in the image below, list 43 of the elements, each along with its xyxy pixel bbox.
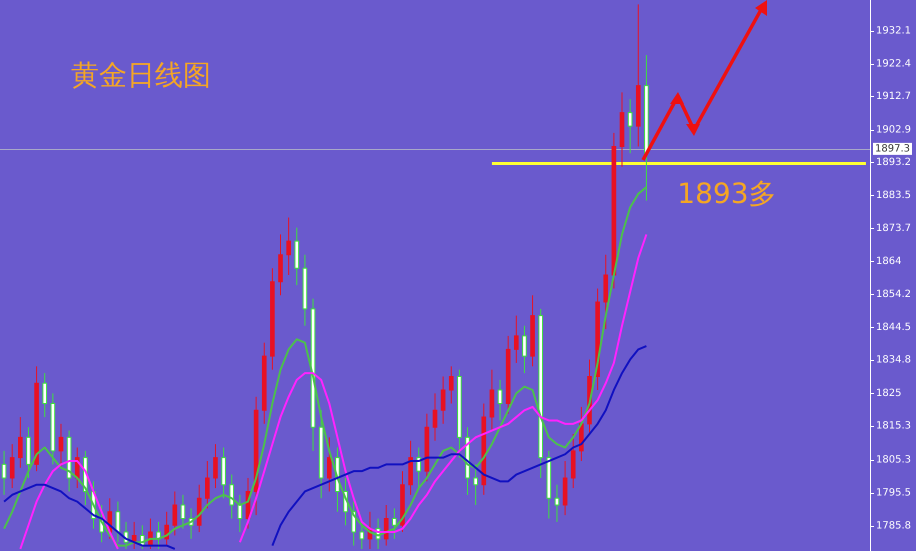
candlestick bbox=[628, 98, 632, 154]
candlestick bbox=[172, 490, 178, 536]
candlestick bbox=[238, 494, 242, 533]
ref-line-label: 1897.3 bbox=[875, 143, 910, 154]
y-tick-label: 1834.8 bbox=[876, 354, 911, 366]
candlestick bbox=[286, 216, 291, 276]
candlestick bbox=[392, 508, 397, 540]
candlestick bbox=[522, 325, 527, 374]
candlestick bbox=[326, 436, 332, 492]
y-tick-label: 1912.7 bbox=[876, 91, 911, 102]
y-tick-label: 1922.4 bbox=[876, 58, 911, 70]
candlestick bbox=[514, 315, 519, 364]
candlestick bbox=[2, 450, 6, 496]
text: 黄金日线图 bbox=[71, 58, 211, 92]
y-tick-label: 1854.2 bbox=[876, 289, 911, 300]
y-tick-label: 1902.9 bbox=[876, 124, 911, 136]
candlestick bbox=[448, 366, 454, 404]
candlestick bbox=[10, 444, 15, 489]
candlestick bbox=[498, 379, 502, 421]
y-tick-label: 1805.3 bbox=[876, 454, 911, 466]
y-tick-label: 1844.5 bbox=[876, 322, 911, 333]
y-tick-label: 1785.8 bbox=[876, 520, 911, 532]
candlestick bbox=[180, 494, 186, 530]
candlestick bbox=[18, 416, 23, 468]
candlestick bbox=[473, 464, 478, 506]
candlestick bbox=[213, 444, 218, 489]
candlestick bbox=[58, 423, 64, 468]
candlestick bbox=[440, 376, 446, 424]
y-tick-label: 1795.5 bbox=[876, 488, 911, 499]
y-tick-label: 1883.5 bbox=[876, 190, 911, 202]
y-tick-label: 1932.1 bbox=[876, 26, 911, 37]
candlestick bbox=[432, 392, 438, 442]
candlestick bbox=[554, 484, 560, 522]
y-tick-label: 1893.2 bbox=[876, 157, 911, 168]
candlestick bbox=[42, 372, 48, 418]
y-tick-label: 1864 bbox=[876, 256, 902, 267]
candlestick bbox=[359, 521, 364, 550]
y-tick-label: 1873.7 bbox=[876, 223, 911, 234]
ref-line-label: 1893多 bbox=[677, 176, 777, 210]
y-tick-label: 1825 bbox=[876, 388, 902, 399]
candlestick bbox=[205, 460, 210, 509]
line-series bbox=[3, 186, 648, 547]
y-tick-label: 1815.3 bbox=[876, 420, 911, 432]
